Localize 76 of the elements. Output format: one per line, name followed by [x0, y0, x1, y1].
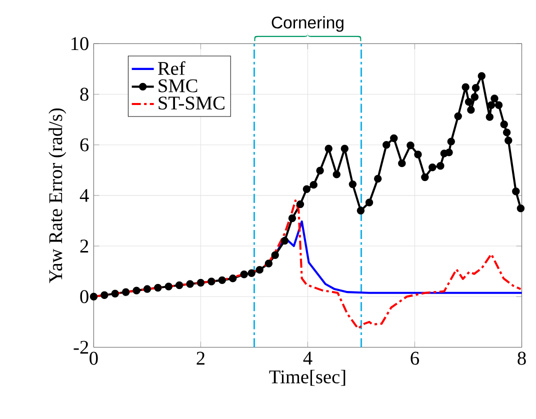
point: [374, 174, 382, 183]
point: [478, 72, 486, 80]
point: [111, 290, 119, 298]
point: [218, 276, 226, 284]
point: [454, 112, 462, 120]
point: [382, 140, 390, 149]
point: [464, 98, 473, 106]
point: [316, 166, 324, 175]
y-tick-label: 4: [80, 189, 89, 202]
y-tick-label: 6: [80, 138, 89, 152]
point: [516, 204, 525, 212]
point: [271, 251, 279, 260]
point: [490, 94, 498, 102]
point: [164, 282, 172, 290]
point: [512, 188, 520, 196]
point: [467, 106, 475, 114]
point: [365, 198, 374, 206]
point: [500, 120, 508, 128]
point: [280, 236, 289, 245]
point: [100, 291, 108, 299]
point: [472, 84, 480, 92]
y-tick-label: 8: [80, 88, 88, 101]
point: [324, 144, 332, 153]
point: [340, 144, 349, 153]
y-axis-title: Yaw Rate Error (rad/s): [48, 108, 66, 284]
point: [196, 278, 205, 287]
point: [348, 180, 357, 188]
point: [154, 284, 162, 292]
point: [494, 101, 503, 109]
point: [175, 281, 184, 290]
point: [332, 170, 340, 178]
point: [264, 260, 273, 268]
point: [208, 278, 216, 286]
x-tick-label: 8: [518, 352, 526, 365]
point: [296, 200, 304, 208]
x-tick-label: 6: [410, 352, 420, 365]
legend-label: ST-SMC: [158, 96, 224, 110]
y-tick-label: 2: [80, 240, 88, 252]
point: [502, 128, 511, 136]
legend-label: Ref: [158, 61, 186, 75]
legend-label: SMC: [158, 79, 198, 92]
x-tick-label: 4: [303, 352, 312, 365]
point: [462, 83, 470, 92]
point: [421, 173, 429, 182]
point: [436, 162, 444, 170]
point: [356, 206, 365, 214]
point: [248, 269, 256, 277]
y-tick-label: 10: [72, 37, 88, 50]
point: [256, 266, 264, 274]
point: [504, 136, 512, 144]
point: [122, 288, 130, 296]
y-tick-label: -2: [74, 340, 88, 354]
point: [414, 150, 422, 158]
text: Cornering: [272, 16, 344, 32]
x-tick-label: 0: [90, 352, 98, 365]
point: [406, 141, 414, 150]
point: [186, 280, 194, 288]
point: [445, 148, 453, 156]
point: [390, 134, 398, 142]
x-tick-label: 2: [196, 352, 204, 365]
point: [143, 285, 152, 293]
point: [228, 274, 237, 282]
point: [487, 101, 496, 109]
point: [428, 163, 436, 172]
point: [240, 270, 248, 278]
point: [310, 180, 318, 189]
x-axis-title: Time[sec]: [269, 370, 346, 386]
point: [288, 214, 296, 222]
y-tick-label: 0: [80, 290, 88, 304]
point: [302, 185, 311, 193]
point: [398, 159, 406, 168]
point: [470, 93, 479, 101]
point: [90, 292, 98, 301]
point: [486, 113, 494, 121]
point: [132, 286, 140, 294]
point: [447, 138, 456, 146]
